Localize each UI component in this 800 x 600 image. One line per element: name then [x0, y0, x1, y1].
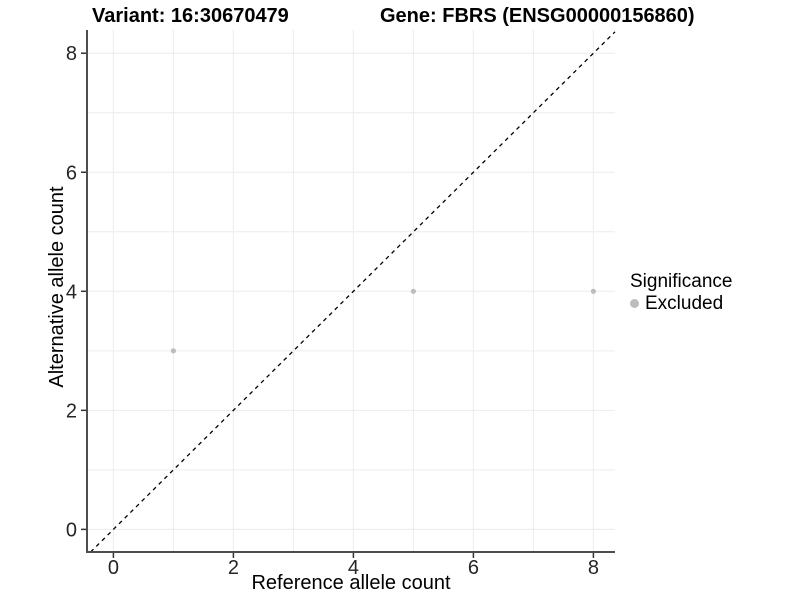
- x-axis-title: Reference allele count: [251, 572, 451, 594]
- y-tick-label: 6: [66, 162, 77, 184]
- data-point: [590, 288, 597, 294]
- plot-title-gene: Gene: FBRS (ENSG00000156860): [380, 5, 695, 27]
- x-tick-label: 4: [348, 557, 359, 579]
- plot-title-variant: Variant: 16:30670479: [92, 5, 289, 27]
- legend-title: Significance: [630, 271, 733, 292]
- y-tick-label: 2: [66, 400, 77, 422]
- legend-item-excluded: Excluded: [630, 293, 732, 314]
- y-axis-title: Alternative allele count: [46, 186, 68, 388]
- excluded-point-icon: [630, 299, 639, 308]
- legend: Significance Excluded: [630, 271, 732, 314]
- y-tick-label: 4: [66, 281, 77, 303]
- identity-dashed-line: [90, 31, 616, 553]
- x-tick-label: 0: [108, 557, 119, 579]
- legend-item-label: Excluded: [645, 293, 724, 314]
- x-tick-label: 6: [468, 557, 479, 579]
- y-tick-label: 0: [66, 519, 77, 541]
- x-tick-label: 2: [228, 557, 239, 579]
- data-point: [410, 288, 416, 294]
- y-tick-label: 8: [66, 43, 77, 65]
- data-point: [170, 348, 176, 354]
- x-tick-label: 8: [588, 557, 599, 579]
